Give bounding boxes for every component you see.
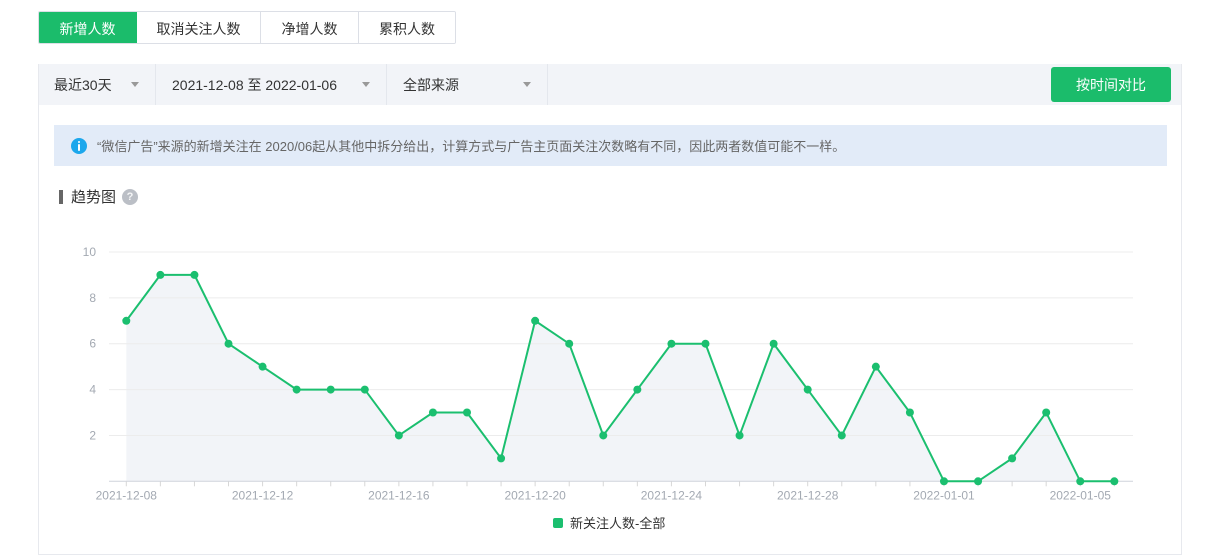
svg-text:4: 4	[89, 383, 96, 397]
svg-text:2021-12-28: 2021-12-28	[777, 488, 839, 502]
svg-text:2021-12-16: 2021-12-16	[368, 488, 430, 502]
svg-text:2021-12-08: 2021-12-08	[96, 488, 158, 502]
svg-text:8: 8	[89, 291, 96, 305]
svg-text:10: 10	[83, 245, 97, 259]
svg-text:2021-12-12: 2021-12-12	[232, 488, 294, 502]
svg-text:2: 2	[89, 428, 96, 442]
svg-text:2022-01-01: 2022-01-01	[913, 488, 975, 502]
svg-text:2022-01-05: 2022-01-05	[1050, 488, 1112, 502]
svg-text:6: 6	[89, 337, 96, 351]
svg-text:2021-12-24: 2021-12-24	[641, 488, 703, 502]
svg-text:2021-12-20: 2021-12-20	[504, 488, 566, 502]
